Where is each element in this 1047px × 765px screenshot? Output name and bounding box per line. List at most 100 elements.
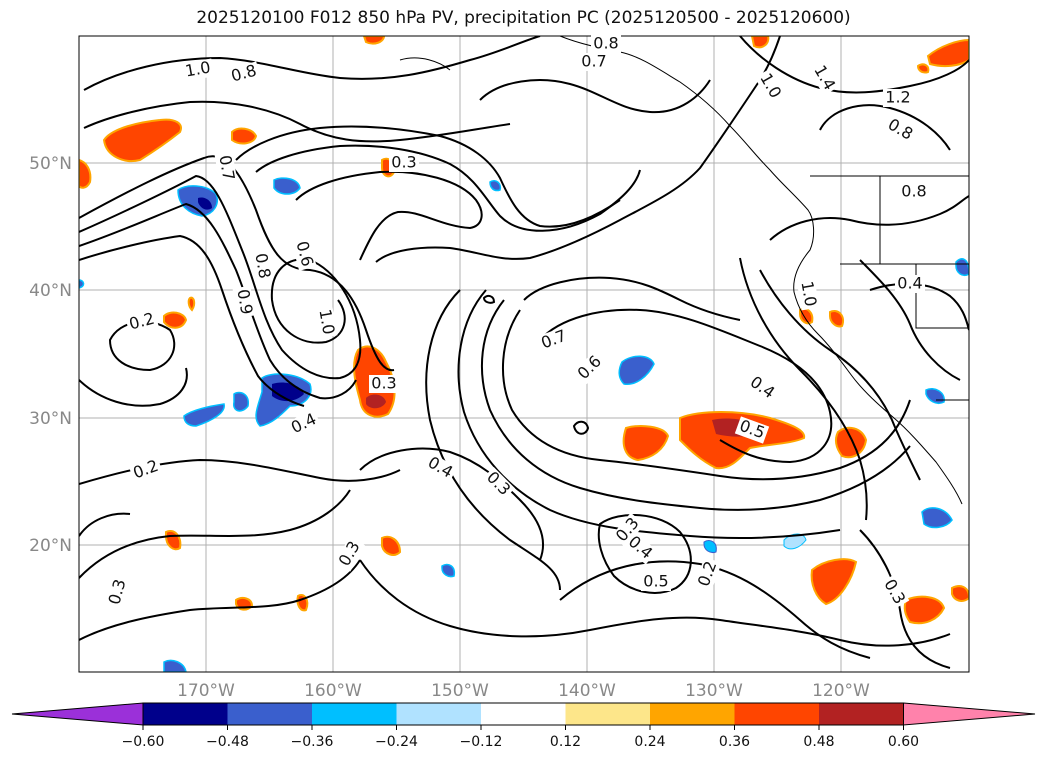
colorbar-tick-label: 0.12 bbox=[550, 734, 581, 750]
contour-label-bg bbox=[422, 452, 458, 484]
lat-label: 20°N bbox=[29, 536, 72, 556]
pv-contour bbox=[295, 170, 483, 261]
precip-patch bbox=[799, 307, 814, 325]
contour-label: 0.9 bbox=[233, 288, 256, 316]
contour-label-bg bbox=[694, 556, 722, 592]
precip-patch bbox=[834, 426, 868, 459]
precip-patch bbox=[955, 258, 969, 277]
colorbar-segment bbox=[734, 703, 820, 725]
precip-patch bbox=[79, 279, 85, 289]
colorbar-segment bbox=[396, 703, 482, 725]
contour-label: 0.3 bbox=[371, 374, 396, 393]
lat-label: 40°N bbox=[29, 281, 72, 301]
contour-label-bg bbox=[754, 68, 786, 104]
colorbar-outline bbox=[142, 702, 904, 726]
contour-label: 1.2 bbox=[885, 88, 910, 107]
pv-contour bbox=[457, 289, 841, 539]
pv-contour bbox=[79, 512, 131, 537]
colorbar-extend-high bbox=[903, 702, 1036, 726]
pv-contour bbox=[375, 36, 781, 263]
pv-contour bbox=[83, 36, 541, 91]
precip-patch bbox=[750, 36, 770, 49]
pv-contour bbox=[559, 560, 871, 659]
lon-label: 140°W bbox=[558, 681, 616, 701]
contour-label-bg bbox=[181, 58, 215, 82]
contour-label: 0.7 bbox=[215, 154, 238, 182]
contour-label: 0.3 bbox=[391, 153, 416, 172]
contour-label-bg bbox=[573, 351, 607, 385]
precip-patch bbox=[703, 539, 717, 553]
colorbar: −0.60 −0.48 −0.36 −0.24 −0.12 0.12 0.24 0.36 0.4… bbox=[11, 702, 1036, 750]
contour-label-bg bbox=[882, 114, 918, 146]
contour-label-bg bbox=[334, 536, 366, 572]
contour-label-bg bbox=[128, 456, 164, 484]
pv-contours bbox=[79, 36, 969, 669]
colorbar-segment bbox=[143, 703, 228, 725]
precip-patch bbox=[233, 391, 249, 412]
contour-label-bg bbox=[125, 309, 159, 335]
colorbar-tick-label: 0.60 bbox=[888, 734, 919, 750]
lon-label: 130°W bbox=[685, 681, 743, 701]
precip-patch bbox=[951, 585, 969, 602]
contour-label-bg bbox=[291, 237, 317, 271]
contour-label: 0.8 bbox=[593, 34, 618, 53]
contour-label-bg bbox=[536, 326, 572, 354]
pv-contour bbox=[869, 282, 969, 331]
contour-label-bg bbox=[227, 61, 261, 87]
lon-label: 160°W bbox=[304, 681, 362, 701]
coastline bbox=[399, 57, 451, 71]
precip-patch bbox=[163, 311, 188, 329]
precip-patch bbox=[187, 296, 196, 312]
precip-patch bbox=[163, 659, 187, 672]
pv-contour bbox=[819, 104, 951, 151]
precip-patch bbox=[622, 425, 670, 462]
pv-contour bbox=[572, 420, 590, 435]
contour-label-bg bbox=[883, 89, 913, 107]
contour-label-bg bbox=[314, 305, 338, 339]
precip-patch bbox=[362, 36, 386, 45]
precip-patch bbox=[618, 355, 655, 385]
pv-contour bbox=[859, 259, 961, 381]
pv-contour bbox=[859, 529, 951, 669]
contour-label-bg bbox=[214, 151, 238, 185]
contour-label: 0.8 bbox=[901, 182, 926, 201]
state-boundary bbox=[810, 175, 969, 401]
colorbar-segment bbox=[650, 703, 735, 725]
contour-label: 0.7 bbox=[581, 52, 606, 71]
contour-label-bg bbox=[744, 372, 780, 404]
contour-label: 0.4 bbox=[897, 274, 922, 293]
colorbar-segment bbox=[819, 703, 904, 725]
precip-patch bbox=[273, 177, 301, 195]
pv-contour bbox=[79, 155, 395, 372]
pv-contour bbox=[481, 299, 911, 511]
pv-contour bbox=[739, 257, 868, 521]
contour-label: 1.0 bbox=[184, 57, 212, 80]
pv-contour bbox=[597, 514, 692, 594]
precip-patch bbox=[903, 595, 946, 625]
contour-label: 0.5 bbox=[643, 572, 668, 591]
pv-contour bbox=[79, 367, 188, 407]
contour-label-bg bbox=[611, 512, 645, 548]
contour-label-bg bbox=[481, 467, 515, 501]
map-frame bbox=[78, 35, 970, 673]
contour-label-bg bbox=[369, 375, 399, 393]
pv-contour bbox=[359, 447, 545, 561]
pv-contour bbox=[769, 195, 969, 241]
colorbar-tick-label: −0.36 bbox=[291, 734, 334, 750]
precip-patch bbox=[679, 411, 806, 470]
pv-contour bbox=[482, 294, 496, 304]
pv-contour bbox=[255, 144, 641, 232]
contour-label-bg bbox=[808, 60, 840, 96]
lon-label: 120°W bbox=[812, 681, 870, 701]
precip-patch bbox=[381, 535, 402, 556]
pv-contour bbox=[479, 79, 711, 114]
precip-patch bbox=[79, 158, 92, 189]
precip-patch bbox=[921, 507, 953, 529]
colorbar-tick-label: 0.24 bbox=[634, 734, 665, 750]
contour-label-bg bbox=[232, 285, 256, 319]
precip-patch bbox=[916, 63, 930, 74]
contour-label-bg bbox=[899, 183, 929, 201]
contour-label-bg bbox=[250, 249, 274, 283]
precip-patch bbox=[810, 558, 858, 606]
